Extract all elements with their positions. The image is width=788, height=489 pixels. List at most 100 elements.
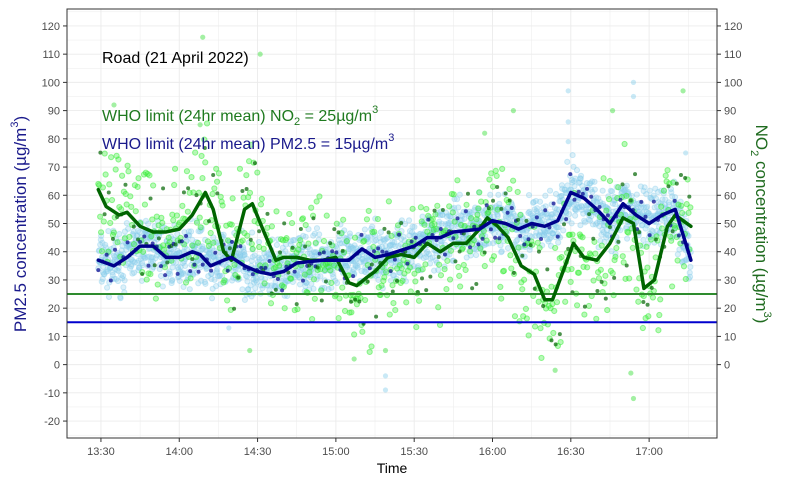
pm25-point: [198, 245, 206, 253]
no2-point: [467, 215, 475, 222]
pm25-point: [189, 236, 196, 243]
no2-point: [309, 315, 316, 323]
no2-point-dark: [607, 225, 612, 230]
no2-point: [188, 174, 195, 181]
no2-point: [197, 224, 204, 231]
pm25-point: [149, 258, 156, 265]
no2-point: [498, 295, 505, 302]
y-tick-label-left: 110: [42, 49, 60, 61]
no2-point: [297, 237, 304, 244]
no2-point: [573, 302, 581, 309]
pm25-point-dark: [672, 198, 677, 203]
pm25-point: [235, 266, 242, 273]
pm25-point-dark: [480, 236, 485, 241]
no2-point: [146, 172, 153, 179]
no2-point: [323, 212, 330, 219]
no2-point-dark: [382, 226, 387, 231]
no2-point-dark: [541, 303, 546, 308]
no2-point: [386, 311, 393, 318]
no2-point: [244, 232, 251, 239]
no2-point-dark: [499, 206, 504, 211]
no2-point: [522, 305, 530, 312]
no2-point: [333, 220, 340, 227]
pm25-point: [351, 257, 358, 265]
pm25-point: [135, 264, 143, 271]
pm25-point: [408, 258, 415, 266]
pm25-point: [571, 212, 579, 219]
pm25-point: [114, 267, 121, 274]
pm25-point: [566, 210, 573, 218]
pm25-point: [119, 242, 126, 249]
no2-point-dark: [616, 239, 621, 244]
pm25-point-dark: [113, 247, 118, 252]
pm25-point: [415, 263, 422, 270]
no2-point: [433, 226, 440, 233]
pm25-point-dark: [589, 194, 594, 199]
pm25-point-dark: [142, 234, 147, 239]
pm25-point-dark: [367, 266, 372, 271]
no2-point: [499, 165, 506, 172]
pm25-point: [382, 236, 389, 243]
pm25-point: [239, 286, 246, 293]
no2-point: [385, 198, 392, 205]
no2-point: [152, 295, 159, 302]
no2-point-dark: [683, 175, 688, 180]
no2-point: [159, 219, 166, 226]
pm25-point-dark: [317, 251, 322, 256]
no2-point: [132, 208, 139, 215]
pm25-point: [205, 250, 213, 257]
pm25-point: [429, 254, 436, 261]
pm25-point: [252, 285, 259, 292]
no2-point-dark: [186, 186, 191, 191]
no2-point-dark: [436, 254, 441, 259]
pm25-point: [130, 269, 138, 276]
no2-point: [267, 300, 275, 307]
pm25-point: [316, 231, 323, 238]
pm25-point: [449, 224, 457, 231]
no2-point: [351, 331, 358, 338]
pm25-point: [442, 209, 450, 216]
pm25-point: [569, 151, 576, 159]
no2-point: [320, 237, 328, 245]
pm25-point: [473, 251, 480, 259]
pm25-point: [209, 253, 217, 260]
no2-point: [398, 265, 405, 272]
no2-point: [283, 235, 290, 242]
pm25-point-dark: [380, 249, 385, 254]
no2-point-dark: [562, 222, 567, 227]
no2-point: [633, 286, 640, 293]
pm25-point: [237, 251, 244, 258]
pm25-point-dark: [493, 235, 498, 240]
no2-point: [519, 286, 526, 293]
pm25-point: [253, 274, 260, 281]
pm25-point-dark: [275, 277, 280, 282]
no2-point-dark: [557, 332, 562, 337]
no2-point-dark: [315, 265, 320, 270]
no2-point: [649, 294, 657, 301]
y-tick-label-left: 60: [48, 190, 60, 202]
no2-point: [660, 187, 667, 194]
pm25-point-dark: [568, 172, 573, 177]
no2-point-dark: [194, 193, 199, 198]
no2-point: [603, 207, 610, 214]
y-tick-label-left: 50: [48, 219, 60, 231]
no2-point-dark: [649, 285, 654, 290]
pm25-point: [448, 223, 455, 230]
pm25-point: [420, 231, 427, 238]
pm25-point: [138, 277, 145, 284]
no2-point: [108, 196, 116, 204]
no2-point: [381, 274, 388, 281]
pm25-point: [640, 236, 647, 244]
y-tick-label-right: 120: [724, 21, 742, 33]
pm25-point: [377, 229, 384, 236]
pm25-point-dark: [468, 245, 473, 250]
no2-point-dark: [131, 224, 136, 229]
no2-point: [669, 283, 676, 290]
pm25-point: [310, 285, 317, 292]
no2-point: [403, 299, 410, 306]
pm25-outlier-point: [565, 139, 571, 145]
no2-point: [569, 231, 576, 238]
no2-point-dark: [282, 221, 287, 226]
no2-point-dark: [148, 196, 153, 201]
pm25-point: [199, 245, 207, 252]
